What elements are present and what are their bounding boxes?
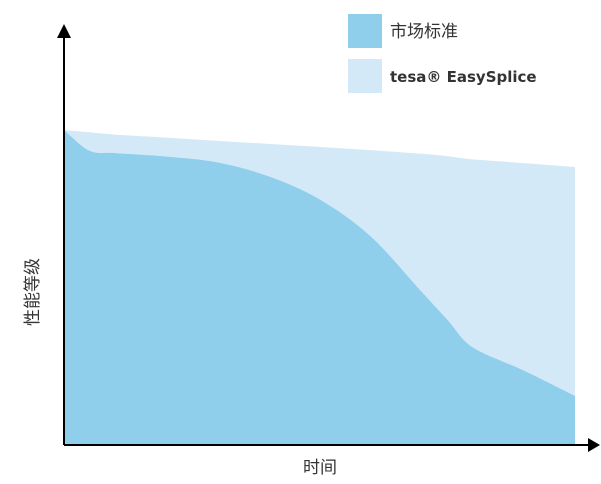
y-axis-arrow-icon — [57, 24, 71, 38]
legend-label-0: 市场标准 — [390, 22, 458, 42]
legend-label-1: tesa® EasySplice — [390, 68, 537, 86]
axes — [57, 24, 600, 452]
x-axis-arrow-icon — [588, 438, 600, 452]
area-series-market-standard — [64, 130, 575, 445]
series-areas — [64, 130, 575, 445]
legend-swatch-0 — [348, 14, 382, 48]
y-axis-label: 性能等级 — [23, 258, 43, 326]
legend: 市场标准 tesa® EasySplice — [348, 14, 537, 93]
x-axis-label: 时间 — [303, 458, 337, 478]
legend-swatch-1 — [348, 59, 382, 93]
